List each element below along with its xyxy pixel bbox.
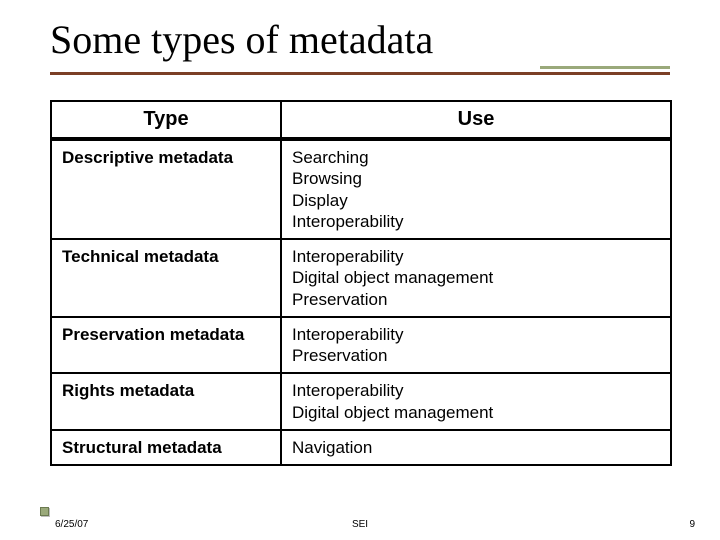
- slide: Some types of metadata Type Use Descript…: [0, 0, 720, 540]
- table-header-type: Type: [51, 101, 281, 139]
- slide-title: Some types of metadata: [50, 16, 433, 63]
- type-cell: Descriptive metadata: [51, 139, 281, 239]
- table-header-use: Use: [281, 101, 671, 139]
- footer-center: SEI: [0, 519, 720, 530]
- table-row: Preservation metadata InteroperabilityPr…: [51, 317, 671, 374]
- title-rule-accent: [540, 66, 670, 69]
- title-rule-dark: [50, 72, 670, 75]
- footer-page: 9: [689, 519, 695, 530]
- table-row: Technical metadata InteroperabilityDigit…: [51, 239, 671, 317]
- use-cell: Navigation: [281, 430, 671, 465]
- table-row: Descriptive metadata SearchingBrowsingDi…: [51, 139, 671, 239]
- table-row: Rights metadata InteroperabilityDigital …: [51, 373, 671, 430]
- table-row: Structural metadata Navigation: [51, 430, 671, 465]
- slide-footer: 6/25/07 SEI 9: [0, 512, 720, 530]
- use-cell: InteroperabilityDigital object managemen…: [281, 373, 671, 430]
- type-cell: Rights metadata: [51, 373, 281, 430]
- table-body: Descriptive metadata SearchingBrowsingDi…: [51, 139, 671, 465]
- type-cell: Technical metadata: [51, 239, 281, 317]
- use-cell: SearchingBrowsingDisplayInteroperability: [281, 139, 671, 239]
- type-cell: Structural metadata: [51, 430, 281, 465]
- table-header-row: Type Use: [51, 101, 671, 139]
- use-cell: InteroperabilityDigital object managemen…: [281, 239, 671, 317]
- type-cell: Preservation metadata: [51, 317, 281, 374]
- metadata-table-container: Type Use Descriptive metadata SearchingB…: [50, 100, 670, 466]
- use-cell: InteroperabilityPreservation: [281, 317, 671, 374]
- metadata-table: Type Use Descriptive metadata SearchingB…: [50, 100, 672, 466]
